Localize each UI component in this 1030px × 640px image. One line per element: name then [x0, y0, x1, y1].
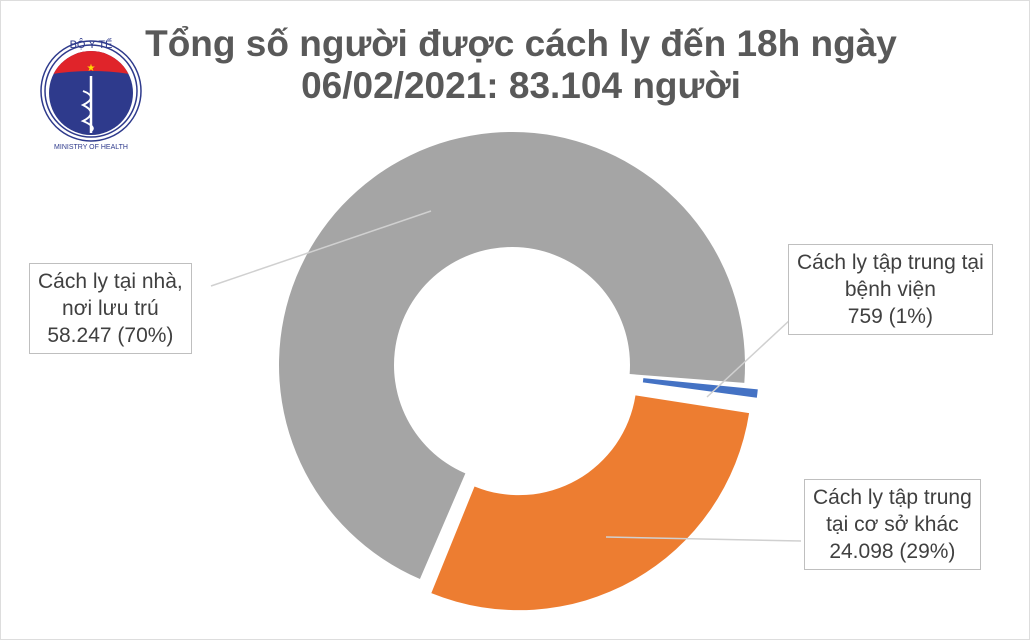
label-other-facility-isolation: Cách ly tập trung tại cơ sở khác 24.098 …	[804, 479, 981, 570]
ministry-of-health-logo: ★ BỘ Y TẾ MINISTRY OF HEALTH	[40, 38, 142, 151]
slice-other-facility	[431, 395, 750, 611]
slice-hospital	[642, 378, 758, 398]
label-line: nơi lưu trú	[62, 297, 159, 320]
leader-line	[210, 210, 432, 287]
logo-text-bottom: MINISTRY OF HEALTH	[54, 144, 128, 151]
label-hospital-isolation: Cách ly tập trung tại bệnh viện 759 (1%)	[788, 244, 993, 335]
leader-line	[706, 318, 792, 398]
chart-title-line-2: 06/02/2021: 83.104 người	[301, 65, 741, 106]
logo-text-top: BỘ Y TẾ	[70, 38, 113, 51]
label-line: Cách ly tập trung	[813, 486, 972, 509]
leader-line	[605, 536, 802, 542]
chart-title-line-1: Tổng số người được cách ly đến 18h ngày	[145, 23, 897, 64]
label-line: Cách ly tập trung tại	[797, 251, 984, 274]
label-value: 24.098 (29%)	[829, 540, 956, 563]
label-line: tại cơ sở khác	[826, 513, 959, 536]
label-line: Cách ly tại nhà,	[38, 270, 183, 293]
slice-home	[278, 132, 745, 580]
label-value: 58.247 (70%)	[47, 324, 174, 347]
svg-text:★: ★	[87, 63, 96, 74]
label-line: bệnh viện	[844, 278, 936, 301]
label-value: 759 (1%)	[847, 305, 933, 328]
label-home-isolation: Cách ly tại nhà, nơi lưu trú 58.247 (70%…	[29, 263, 192, 354]
